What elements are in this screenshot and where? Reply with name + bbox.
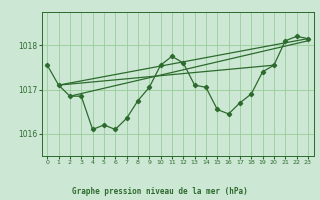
Text: Graphe pression niveau de la mer (hPa): Graphe pression niveau de la mer (hPa) — [72, 187, 248, 196]
